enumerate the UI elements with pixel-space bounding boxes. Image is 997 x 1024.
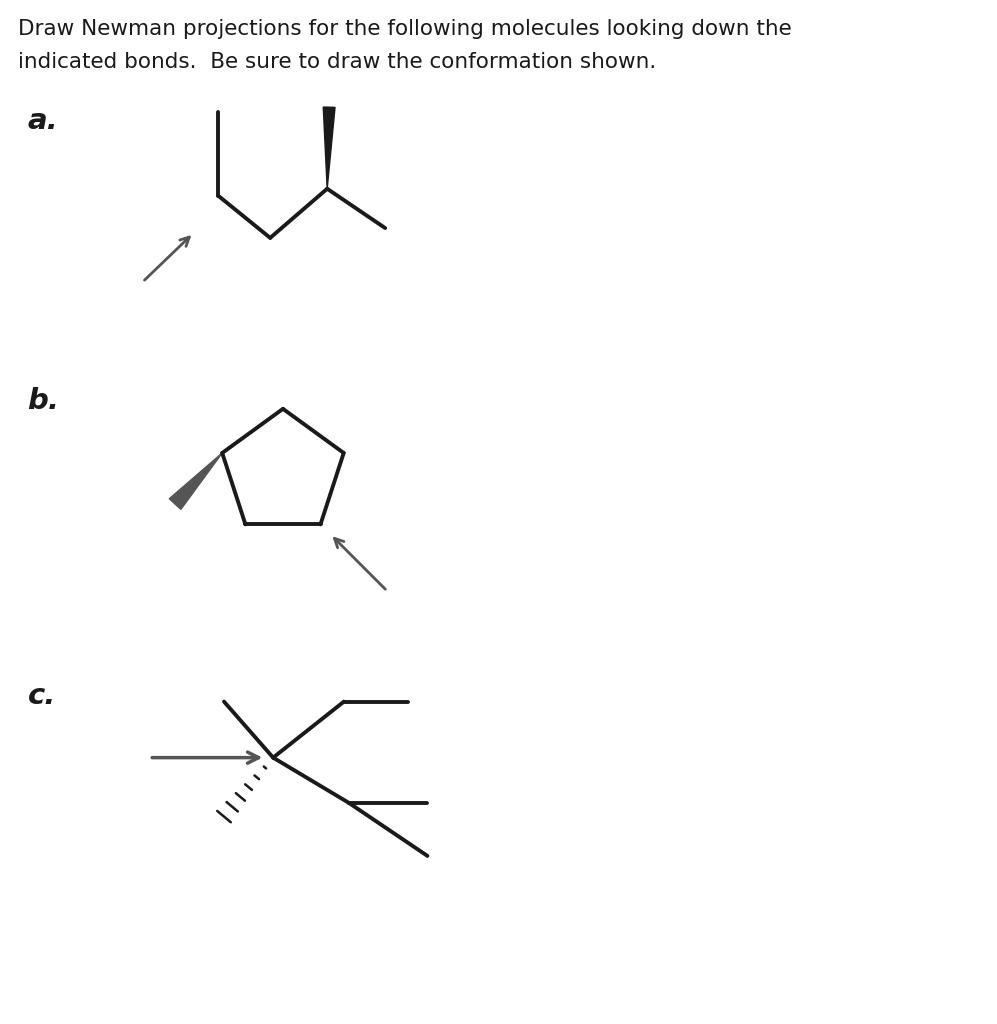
Text: a.: a. [28, 108, 58, 135]
Text: c.: c. [28, 682, 56, 710]
Text: Draw Newman projections for the following molecules looking down the: Draw Newman projections for the followin… [18, 18, 792, 39]
Text: indicated bonds.  Be sure to draw the conformation shown.: indicated bonds. Be sure to draw the con… [18, 52, 656, 72]
Text: b.: b. [28, 387, 60, 415]
Polygon shape [169, 453, 222, 509]
Polygon shape [323, 108, 335, 188]
